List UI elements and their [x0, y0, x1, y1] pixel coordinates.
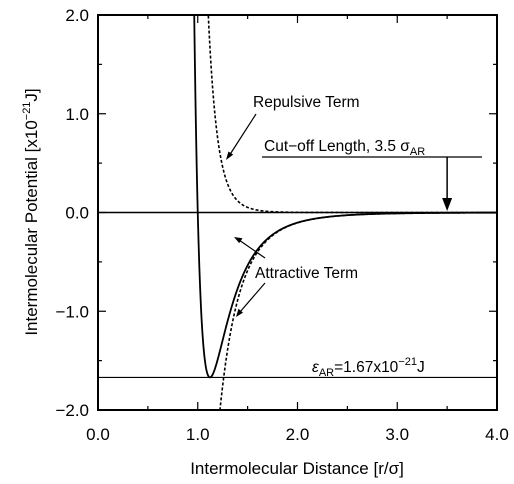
epsilon-label: εAR=1.67x10−21J — [312, 356, 425, 379]
repulsive-term-label: Repulsive Term — [253, 94, 360, 111]
attractive-arrowhead-lower — [236, 308, 243, 317]
y-tick-label: −1.0 — [55, 302, 89, 321]
attractive-term-line — [219, 211, 497, 410]
y-tick-label: 0.0 — [65, 204, 89, 223]
x-axis-title: Intermolecular Distance [r/σ] — [190, 459, 404, 478]
y-tick-label: −2.0 — [55, 401, 89, 420]
y-axis-title: Intermolecular Potential [x10−21J] — [21, 88, 41, 335]
y-tick-label: 2.0 — [65, 6, 89, 25]
attractive-term-label: Attractive Term — [255, 265, 358, 282]
x-tick-label: 0.0 — [86, 425, 110, 444]
y-tick-label: 1.0 — [65, 105, 89, 124]
x-tick-label: 1.0 — [186, 425, 210, 444]
cutoff-arrowhead — [442, 198, 453, 211]
x-tick-label: 3.0 — [385, 425, 409, 444]
attractive-arrow-upper — [238, 239, 266, 259]
cutoff-label: Cut−off Length, 3.5 σAR — [264, 138, 425, 158]
repulsive-arrowhead — [226, 151, 234, 160]
attractive-arrowhead-upper — [234, 237, 243, 244]
attractive-arrow-lower — [239, 282, 266, 313]
lj-potential-line — [193, 15, 497, 379]
x-tick-label: 4.0 — [485, 425, 509, 444]
x-tick-label: 2.0 — [286, 425, 310, 444]
repulsive-arrow — [228, 113, 257, 157]
